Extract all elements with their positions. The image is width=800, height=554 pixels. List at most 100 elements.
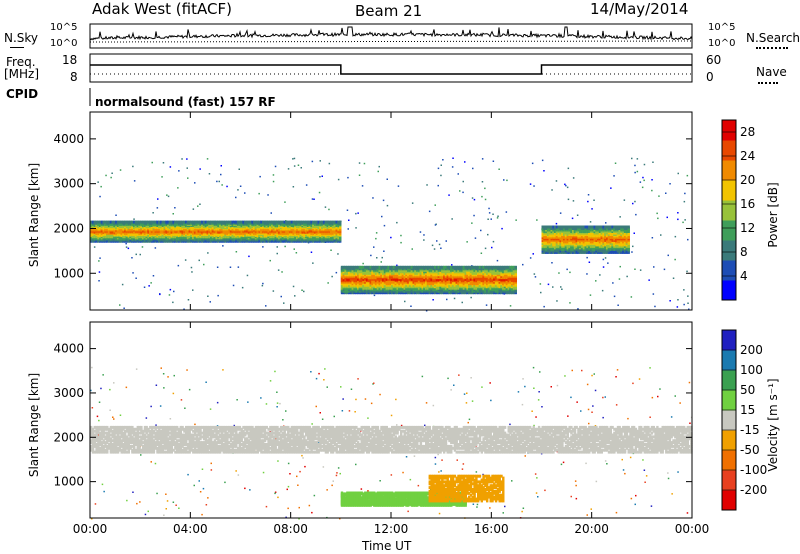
- power-band-cell: [423, 265, 426, 269]
- power-band-cell: [446, 265, 449, 269]
- power-speckle: [218, 180, 220, 183]
- power-band-cell: [168, 220, 172, 224]
- power-band-cell: [566, 225, 569, 229]
- power-speckle: [209, 301, 211, 303]
- power-band-cell: [253, 220, 256, 224]
- station-title: Adak West (fitACF): [92, 0, 232, 18]
- power-band-cell: [133, 220, 136, 224]
- power-speckle: [181, 158, 183, 160]
- freq-left-tick-low: 8: [70, 70, 78, 84]
- power-speckle: [576, 214, 579, 216]
- power-speckle: [571, 217, 574, 220]
- power-band-cell: [161, 220, 165, 224]
- power-speckle: [99, 257, 101, 259]
- power-band-cell: [127, 220, 130, 224]
- power-speckle: [677, 299, 679, 301]
- power-speckle: [119, 169, 122, 171]
- power-band-cell: [186, 220, 190, 224]
- power-band-cell: [306, 220, 310, 224]
- power-band-cell: [613, 225, 616, 229]
- power-band-cell: [419, 265, 423, 269]
- power-speckle: [187, 299, 190, 301]
- power-speckle: [235, 196, 237, 199]
- power-band-cell: [407, 265, 410, 269]
- power-speckle: [132, 165, 134, 168]
- power-band-cell: [244, 220, 247, 224]
- power-speckle: [139, 253, 141, 256]
- power-speckle: [672, 277, 675, 279]
- power-speckle: [347, 228, 349, 230]
- power-speckle: [133, 180, 136, 182]
- power-band-cell: [611, 225, 614, 229]
- power-speckle: [589, 221, 592, 223]
- power-band-cell: [444, 265, 448, 269]
- power-speckle: [297, 164, 300, 166]
- power-band-cell: [604, 225, 607, 229]
- power-speckle: [488, 207, 490, 210]
- power-band-cell: [188, 220, 191, 224]
- power-speckle: [663, 268, 666, 271]
- power-band-cell: [362, 265, 365, 269]
- power-speckle: [143, 286, 146, 288]
- power-speckle: [292, 285, 295, 288]
- power-band-cell: [340, 265, 344, 269]
- power-speckle: [348, 219, 350, 221]
- power-band-cell: [396, 265, 399, 269]
- power-speckle: [125, 242, 127, 245]
- power-speckle: [651, 237, 654, 239]
- power-speckle: [588, 261, 591, 263]
- power-band-cell: [382, 265, 385, 269]
- power-band-cell: [589, 225, 593, 229]
- power-speckle: [423, 239, 425, 241]
- power-band-cell: [609, 225, 612, 229]
- power-band-cell: [254, 220, 258, 224]
- power-speckle: [566, 186, 569, 189]
- power-speckle: [293, 157, 296, 160]
- power-speckle: [127, 247, 130, 250]
- power-speckle: [541, 159, 544, 162]
- power-speckle: [532, 253, 534, 255]
- power-band-cell: [109, 220, 113, 224]
- power-band-cell: [149, 220, 152, 224]
- power-speckle: [509, 305, 512, 307]
- power-speckle: [404, 300, 406, 303]
- power-speckle: [239, 185, 242, 187]
- power-band-cell: [348, 265, 351, 269]
- power-speckle: [248, 255, 250, 258]
- cpid-label: CPID: [6, 87, 39, 101]
- power-band-cell: [267, 220, 270, 224]
- power-band-cell: [167, 220, 170, 224]
- power-speckle: [440, 164, 442, 166]
- power-band-cell: [220, 220, 224, 224]
- power-speckle: [272, 174, 275, 176]
- power-band-cell: [333, 220, 337, 224]
- power-speckle: [355, 212, 357, 215]
- power-speckle: [192, 289, 194, 291]
- power-speckle: [361, 185, 364, 187]
- power-speckle: [666, 216, 668, 219]
- power-speckle: [451, 218, 453, 220]
- power-speckle: [484, 187, 486, 190]
- power-speckle: [686, 174, 689, 177]
- power-speckle: [601, 289, 604, 292]
- power-speckle: [641, 186, 644, 189]
- power-speckle: [515, 219, 517, 221]
- power-band-cell: [376, 265, 380, 269]
- power-speckle: [492, 160, 495, 162]
- power-speckle: [564, 183, 566, 186]
- power-speckle: [631, 251, 633, 253]
- power-band-cell: [142, 220, 145, 224]
- power-speckle: [461, 301, 463, 304]
- power-band-cell: [140, 220, 143, 224]
- power-speckle: [587, 200, 589, 203]
- power-band-cell: [260, 220, 263, 224]
- power-band-cell: [607, 225, 611, 229]
- power-band-cell: [147, 220, 150, 224]
- power-band-cell: [570, 225, 573, 229]
- power-speckle: [284, 201, 286, 203]
- power-band-cell: [439, 265, 442, 269]
- power-speckle: [346, 209, 349, 211]
- power-speckle: [313, 198, 315, 200]
- power-speckle: [357, 212, 359, 214]
- power-speckle: [152, 212, 154, 214]
